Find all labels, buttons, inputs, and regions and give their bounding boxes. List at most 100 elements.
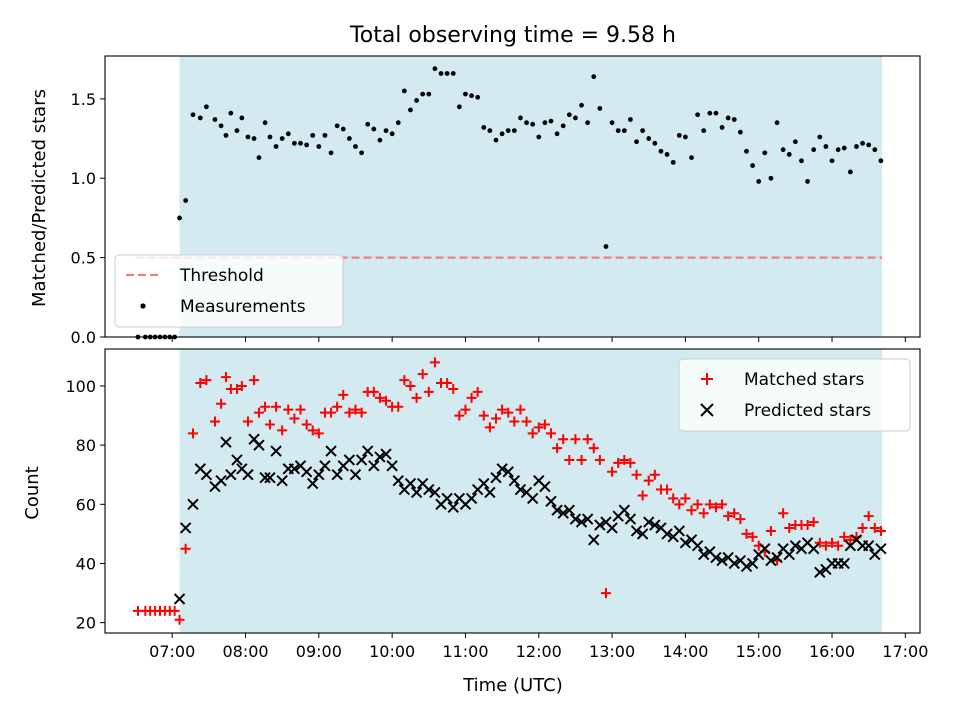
data-point bbox=[783, 548, 795, 561]
data-point bbox=[316, 144, 322, 149]
data-point bbox=[298, 140, 303, 146]
data-point bbox=[841, 145, 847, 151]
legend-box bbox=[114, 254, 344, 328]
data-point bbox=[679, 537, 692, 549]
data-point bbox=[353, 144, 358, 149]
data-point bbox=[438, 71, 444, 76]
data-point bbox=[195, 378, 206, 389]
data-point bbox=[750, 163, 756, 168]
data-point bbox=[536, 134, 542, 140]
data-point bbox=[717, 499, 728, 510]
data-point bbox=[542, 120, 548, 126]
legend-label: Measurements bbox=[180, 297, 306, 317]
data-point bbox=[554, 131, 560, 137]
data-point bbox=[774, 120, 780, 126]
data-point bbox=[686, 505, 697, 516]
data-point bbox=[728, 557, 740, 570]
data-point bbox=[701, 128, 707, 134]
data-point bbox=[201, 375, 212, 386]
data-point bbox=[469, 93, 474, 99]
x-tick-label: 15:00 bbox=[736, 642, 782, 661]
data-point bbox=[338, 389, 349, 400]
data-point bbox=[539, 419, 550, 430]
data-point bbox=[216, 398, 227, 409]
data-point bbox=[328, 150, 334, 156]
data-point bbox=[765, 554, 777, 567]
data-point bbox=[262, 120, 268, 126]
data-point bbox=[429, 357, 440, 368]
data-point bbox=[179, 522, 192, 534]
data-point bbox=[493, 137, 499, 143]
data-point bbox=[377, 137, 383, 143]
data-point bbox=[805, 179, 810, 184]
data-point bbox=[371, 126, 377, 132]
data-point bbox=[807, 542, 820, 555]
data-point bbox=[533, 422, 544, 433]
data-point bbox=[386, 460, 398, 472]
data-point bbox=[606, 522, 618, 534]
x-tick-label: 13:00 bbox=[589, 642, 635, 661]
data-point bbox=[365, 121, 371, 127]
data-point bbox=[729, 508, 740, 519]
data-point bbox=[872, 147, 878, 153]
data-point bbox=[588, 534, 600, 546]
data-point bbox=[349, 469, 362, 481]
data-point bbox=[478, 477, 490, 490]
data-point bbox=[380, 448, 392, 460]
data-point bbox=[725, 115, 731, 121]
data-point bbox=[649, 469, 660, 480]
data-point bbox=[789, 540, 802, 552]
data-point bbox=[197, 115, 203, 121]
data-point bbox=[169, 605, 180, 616]
data-point bbox=[411, 392, 422, 403]
data-point bbox=[183, 198, 189, 203]
data-point bbox=[792, 139, 798, 145]
data-point bbox=[588, 443, 599, 454]
data-point bbox=[420, 91, 426, 97]
axes-frame bbox=[104, 55, 921, 338]
data-point bbox=[497, 404, 508, 415]
data-point bbox=[242, 416, 253, 427]
data-point bbox=[545, 428, 556, 439]
data-point bbox=[343, 454, 356, 466]
data-point bbox=[204, 104, 209, 110]
data-point bbox=[814, 566, 826, 579]
data-point bbox=[463, 91, 468, 97]
data-point bbox=[582, 434, 593, 445]
data-point bbox=[652, 140, 658, 146]
data-point bbox=[408, 107, 413, 113]
data-point bbox=[319, 460, 331, 472]
data-point bbox=[545, 495, 557, 508]
data-point bbox=[649, 519, 661, 531]
data-point bbox=[765, 525, 776, 536]
data-point bbox=[289, 413, 300, 424]
legend: Threshold Measurements bbox=[114, 254, 344, 328]
x-tick-label: 14:00 bbox=[662, 642, 708, 661]
data-point bbox=[177, 215, 182, 221]
data-point bbox=[242, 469, 254, 481]
data-point bbox=[322, 132, 328, 138]
data-point bbox=[310, 132, 316, 138]
data-point bbox=[331, 469, 343, 481]
data-point bbox=[393, 401, 404, 412]
data-point bbox=[820, 540, 831, 551]
data-point bbox=[875, 525, 886, 536]
data-point bbox=[863, 511, 874, 522]
data-point bbox=[591, 74, 597, 80]
data-point bbox=[551, 504, 563, 516]
data-point bbox=[637, 490, 648, 501]
data-point bbox=[799, 158, 804, 164]
data-point bbox=[442, 378, 453, 389]
data-point bbox=[866, 142, 872, 148]
x-tick-label: 10:00 bbox=[369, 642, 415, 661]
data-point bbox=[200, 469, 213, 481]
data-point bbox=[273, 144, 279, 149]
x-tick-label: 08:00 bbox=[222, 642, 268, 661]
data-point bbox=[288, 463, 301, 475]
data-point bbox=[259, 471, 271, 484]
data-point bbox=[576, 454, 587, 465]
data-point bbox=[491, 413, 502, 424]
legend-label: Matched stars bbox=[744, 370, 864, 390]
y-tick-label: 80 bbox=[76, 436, 96, 455]
data-point bbox=[854, 144, 859, 149]
